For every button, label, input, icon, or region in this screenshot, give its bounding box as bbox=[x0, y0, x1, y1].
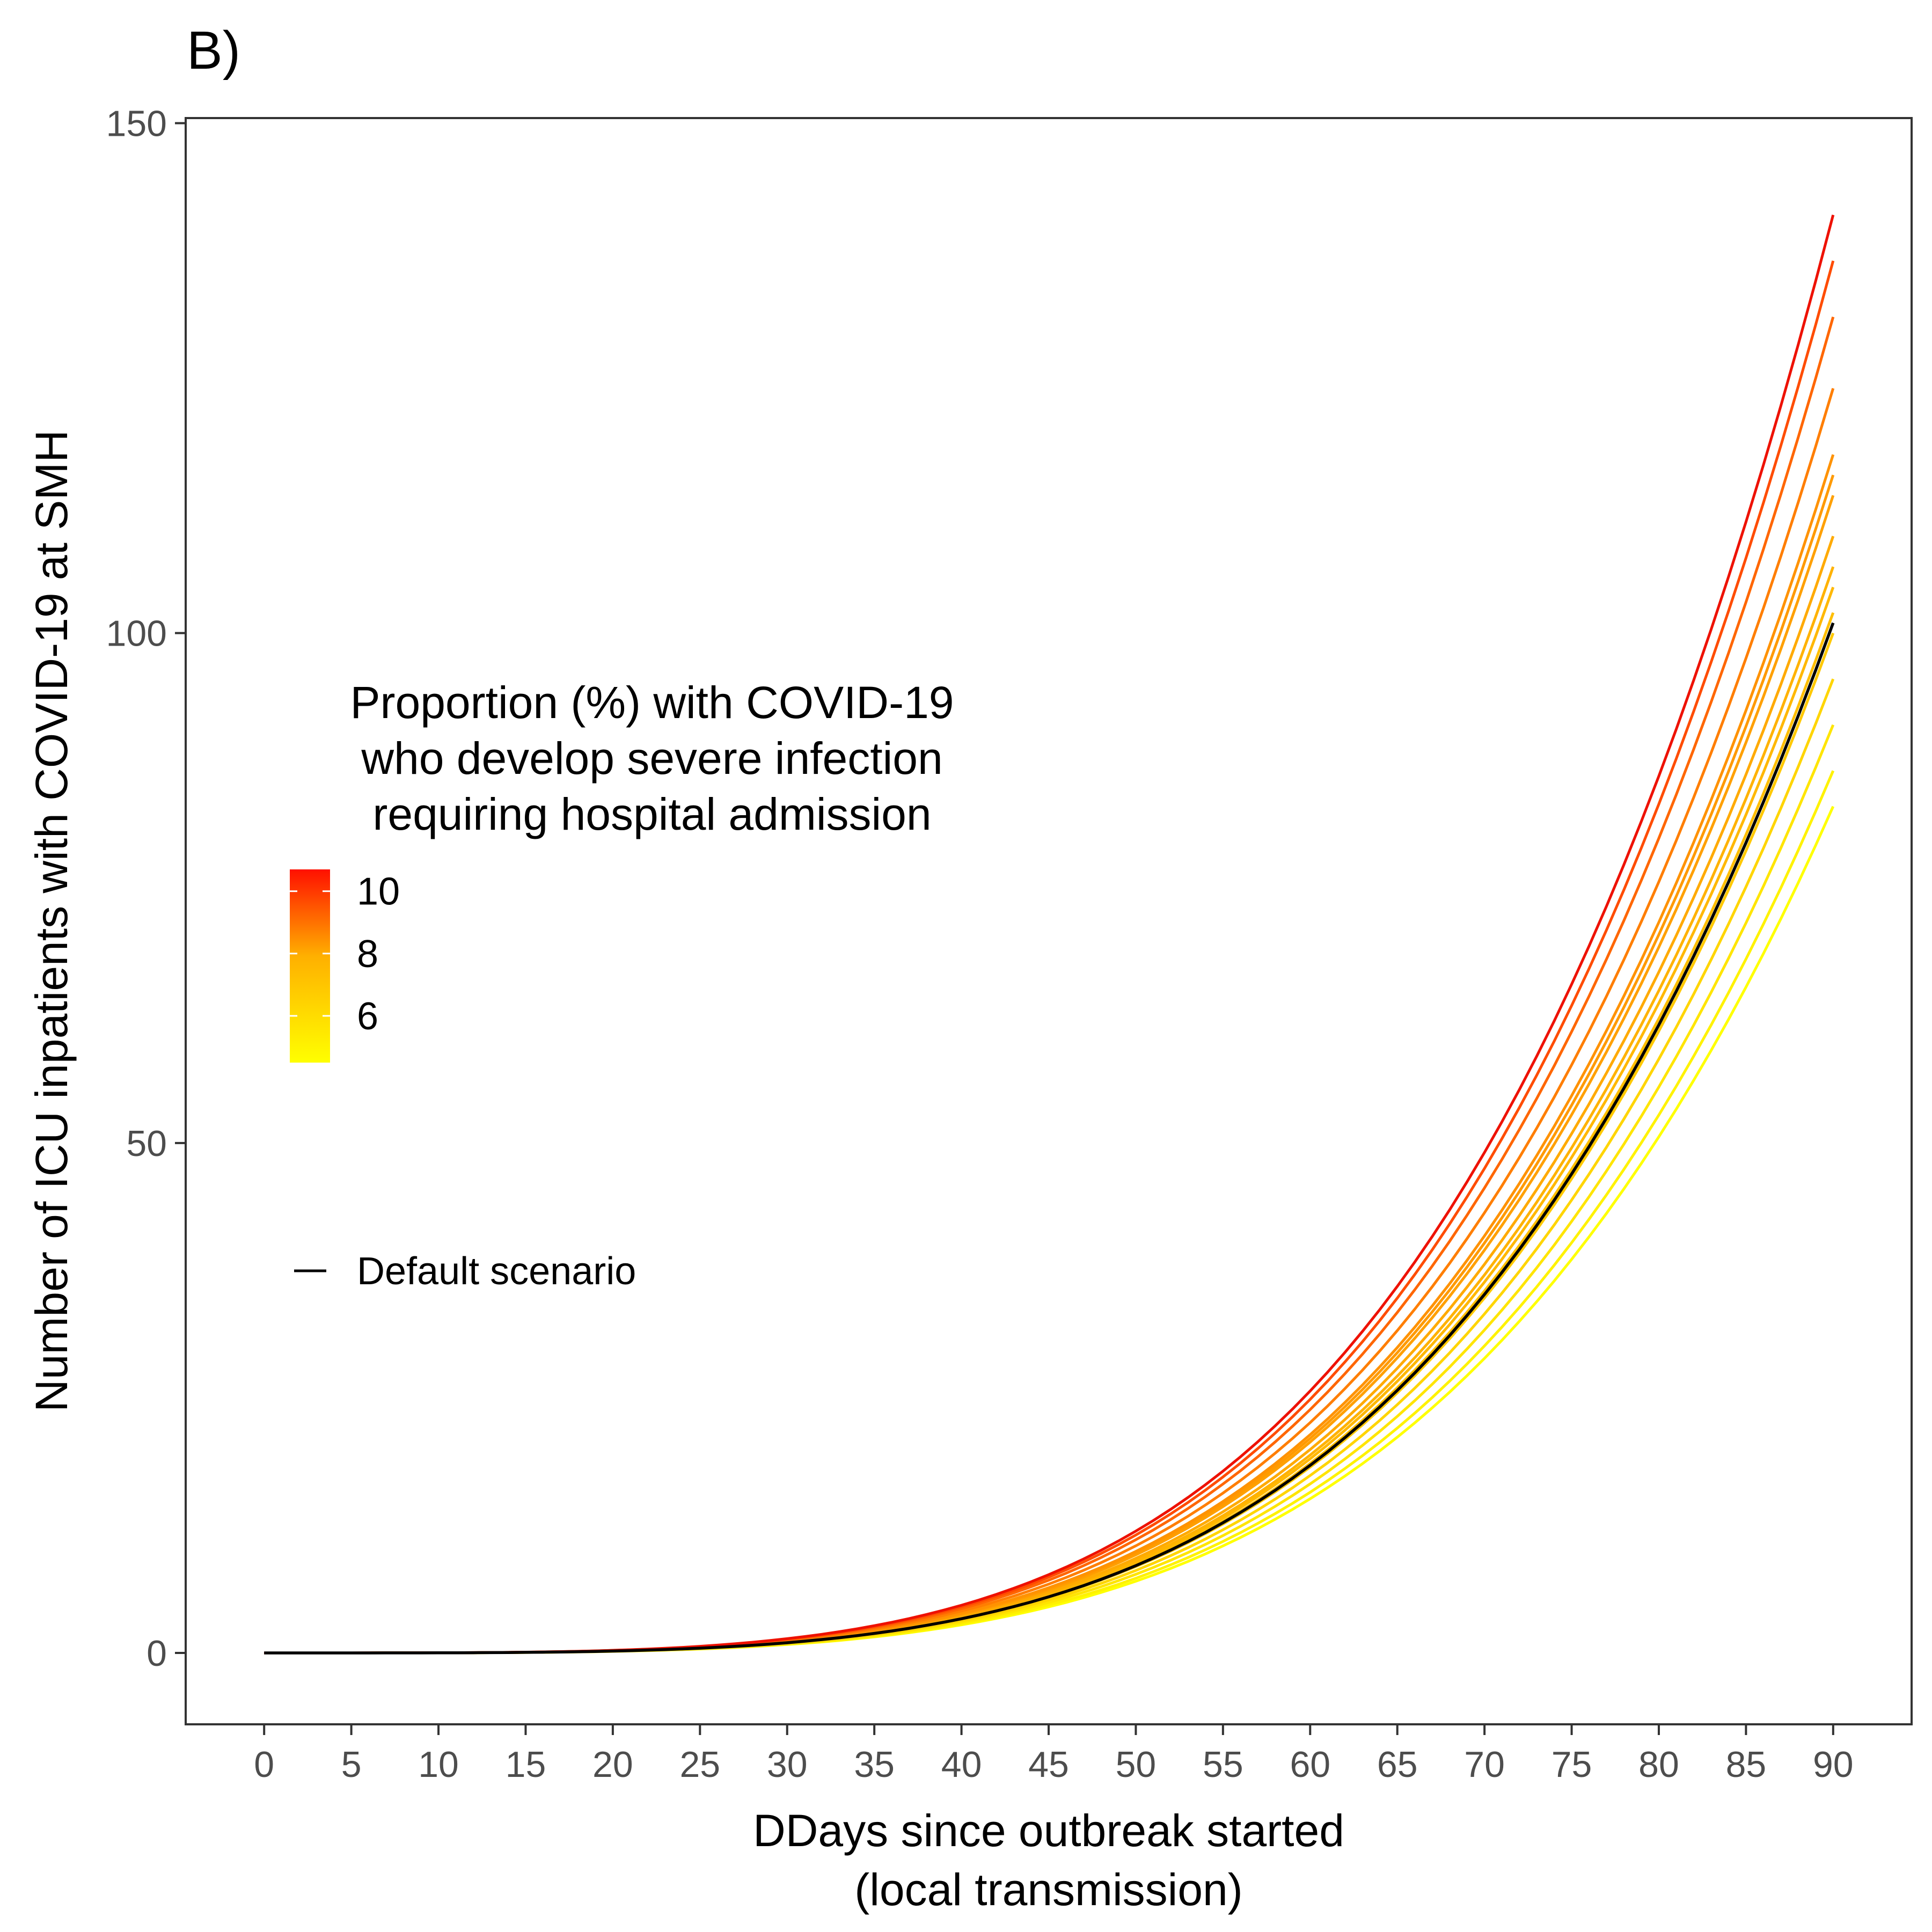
series-line-11 bbox=[264, 474, 1835, 1655]
series-line-14 bbox=[264, 316, 1835, 1655]
series-line-16 bbox=[264, 214, 1835, 1655]
y-tick-label: 0 bbox=[147, 1633, 167, 1674]
default-series-layer bbox=[264, 622, 1835, 1655]
x-tick-label: 15 bbox=[506, 1744, 546, 1785]
y-tick-label: 50 bbox=[126, 1123, 167, 1164]
legend-default-label: Default scenario bbox=[357, 1250, 636, 1293]
series-line-13 bbox=[264, 387, 1835, 1655]
legend-colorbar bbox=[290, 869, 330, 1063]
colorbar-label: 6 bbox=[357, 995, 378, 1038]
x-tick-label: 60 bbox=[1290, 1744, 1330, 1785]
legend-title-line2: who develop severe infection bbox=[361, 733, 942, 784]
x-axis: 0 5 10 15 20 25 30 35 40 45 50 55 60 65 70 75 80 85 90 bbox=[254, 1724, 1854, 1785]
x-tick-label: 35 bbox=[854, 1744, 895, 1785]
series-line-10 bbox=[264, 495, 1835, 1655]
legend-colorbar-labels: 10 8 6 bbox=[290, 870, 400, 1038]
x-tick-label: 55 bbox=[1203, 1744, 1243, 1785]
x-tick-label: 0 bbox=[254, 1744, 274, 1785]
x-tick-label: 65 bbox=[1377, 1744, 1418, 1785]
x-tick-label: 50 bbox=[1116, 1744, 1157, 1785]
panel-label: B) bbox=[187, 20, 240, 80]
x-tick-label: 30 bbox=[767, 1744, 808, 1785]
y-tick-label: 100 bbox=[106, 613, 167, 654]
x-axis-title-line2: (local transmission) bbox=[854, 1864, 1243, 1915]
x-axis-title-line1: DDays since outbreak started bbox=[753, 1805, 1344, 1856]
series-line-3 bbox=[264, 724, 1835, 1655]
x-tick-label: 20 bbox=[592, 1744, 633, 1785]
series-line-8 bbox=[264, 566, 1835, 1655]
x-tick-label: 5 bbox=[341, 1744, 362, 1785]
default-scenario-line bbox=[264, 622, 1835, 1655]
y-tick-label: 150 bbox=[106, 104, 167, 144]
x-tick-label: 85 bbox=[1726, 1744, 1767, 1785]
legend-title-line3: requiring hospital admission bbox=[372, 789, 931, 839]
x-tick-label: 80 bbox=[1638, 1744, 1679, 1785]
x-tick-label: 40 bbox=[941, 1744, 982, 1785]
series-line-15 bbox=[264, 260, 1835, 1655]
legend: Proportion (%) with COVID-19 who develop… bbox=[290, 677, 954, 1293]
y-axis: 0 50 100 150 bbox=[106, 104, 186, 1674]
x-tick-label: 25 bbox=[679, 1744, 720, 1785]
y-axis-title: Number of ICU inpatients with COVID-19 a… bbox=[26, 430, 77, 1412]
legend-title-line1: Proportion (%) with COVID-19 bbox=[350, 677, 954, 728]
colorbar-label: 8 bbox=[357, 933, 378, 976]
x-tick-label: 90 bbox=[1813, 1744, 1854, 1785]
series-layer bbox=[264, 214, 1835, 1655]
x-tick-label: 70 bbox=[1464, 1744, 1505, 1785]
colorbar-label: 10 bbox=[357, 870, 400, 913]
series-line-2 bbox=[264, 770, 1835, 1655]
x-tick-label: 75 bbox=[1552, 1744, 1592, 1785]
x-tick-label: 45 bbox=[1028, 1744, 1069, 1785]
series-line-1 bbox=[264, 806, 1835, 1655]
series-line-5 bbox=[264, 632, 1835, 1655]
plot-panel-border bbox=[185, 117, 1913, 1725]
series-line-12 bbox=[264, 454, 1835, 1655]
x-tick-label: 10 bbox=[418, 1744, 459, 1785]
